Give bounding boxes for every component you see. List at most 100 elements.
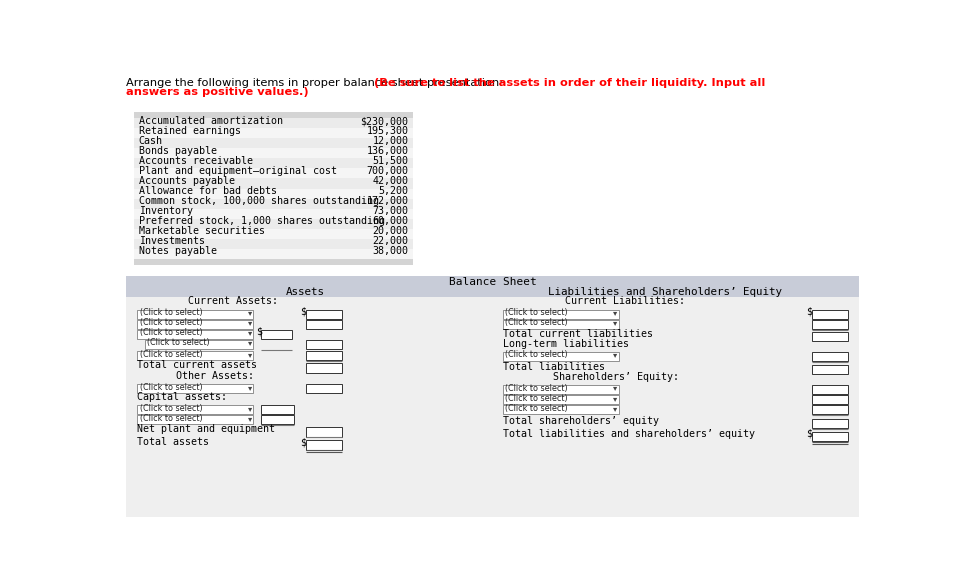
Text: ▾: ▾: [248, 328, 252, 337]
Text: (Click to select): (Click to select): [139, 318, 202, 327]
Text: Liabilities and Shareholders’ Equity: Liabilities and Shareholders’ Equity: [548, 287, 781, 297]
Text: Accounts receivable: Accounts receivable: [138, 157, 253, 166]
Text: answers as positive values.): answers as positive values.): [126, 87, 308, 97]
Bar: [137, 310, 254, 319]
Text: (Click to select): (Click to select): [505, 318, 568, 327]
Bar: [135, 208, 413, 218]
Text: 5,200: 5,200: [379, 186, 408, 196]
Bar: [261, 415, 294, 425]
Text: $: $: [806, 429, 812, 439]
Bar: [137, 405, 254, 414]
Text: Investments: Investments: [138, 237, 205, 246]
Bar: [135, 249, 413, 259]
Text: Accounts payable: Accounts payable: [138, 176, 234, 186]
Text: Cash: Cash: [138, 136, 162, 146]
Text: ▾: ▾: [613, 384, 618, 392]
Text: (Be sure to list the assets in order of their liquidity. Input all: (Be sure to list the assets in order of …: [375, 78, 766, 88]
Bar: [135, 238, 413, 249]
Bar: [137, 319, 254, 329]
Text: Long-term liabilities: Long-term liabilities: [503, 339, 629, 349]
Text: ▾: ▾: [613, 394, 618, 402]
Bar: [812, 405, 848, 414]
Text: ▾: ▾: [613, 318, 618, 327]
Text: ▾: ▾: [613, 404, 618, 413]
Text: Marketable securities: Marketable securities: [138, 227, 264, 237]
Text: Bonds payable: Bonds payable: [138, 146, 217, 157]
Text: Current Assets:: Current Assets:: [187, 297, 278, 307]
Text: (Click to select): (Click to select): [139, 383, 202, 392]
Bar: [503, 405, 619, 414]
Text: 700,000: 700,000: [366, 166, 408, 176]
Bar: [135, 119, 413, 128]
Bar: [135, 113, 413, 119]
Text: $: $: [300, 437, 306, 447]
Bar: [307, 319, 342, 329]
Text: $230,000: $230,000: [360, 116, 408, 126]
Bar: [135, 199, 413, 208]
Text: Accumulated amortization: Accumulated amortization: [138, 116, 283, 126]
Text: Common stock, 100,000 shares outstanding: Common stock, 100,000 shares outstanding: [138, 196, 379, 206]
Bar: [503, 310, 619, 319]
Text: Assets: Assets: [286, 287, 325, 297]
Text: Allowance for bad debts: Allowance for bad debts: [138, 186, 277, 196]
Bar: [812, 385, 848, 394]
Bar: [307, 351, 342, 360]
Text: (Click to select): (Click to select): [139, 350, 202, 359]
Text: (Click to select): (Click to select): [139, 328, 202, 337]
Bar: [135, 138, 413, 148]
Text: 136,000: 136,000: [366, 146, 408, 157]
Text: Other Assets:: Other Assets:: [176, 371, 254, 381]
Text: ▾: ▾: [248, 413, 252, 423]
Bar: [135, 158, 413, 169]
Bar: [135, 259, 413, 265]
Bar: [126, 276, 859, 287]
Text: 42,000: 42,000: [373, 176, 408, 186]
Bar: [145, 339, 254, 349]
Bar: [503, 385, 619, 394]
Bar: [135, 189, 413, 199]
Bar: [307, 427, 342, 437]
Text: (Click to select): (Click to select): [505, 394, 568, 402]
Bar: [126, 287, 859, 297]
Bar: [812, 419, 848, 428]
Bar: [503, 319, 619, 329]
Text: (Click to select): (Click to select): [505, 384, 568, 392]
Text: Balance Sheet: Balance Sheet: [449, 277, 536, 287]
Text: Plant and equipment–original cost: Plant and equipment–original cost: [138, 166, 336, 176]
Text: 38,000: 38,000: [373, 246, 408, 256]
Bar: [812, 352, 848, 361]
Text: ▾: ▾: [613, 350, 618, 360]
Text: Total current assets: Total current assets: [137, 360, 258, 370]
Text: Net plant and equipment: Net plant and equipment: [137, 425, 275, 434]
Bar: [812, 365, 848, 374]
Text: $: $: [806, 307, 812, 317]
Text: Capital assets:: Capital assets:: [137, 392, 227, 402]
Text: (Click to select): (Click to select): [139, 404, 202, 413]
Text: 20,000: 20,000: [373, 227, 408, 237]
Bar: [812, 332, 848, 341]
Bar: [307, 440, 342, 450]
Bar: [135, 218, 413, 228]
Text: Retained earnings: Retained earnings: [138, 126, 240, 136]
Text: 22,000: 22,000: [373, 237, 408, 246]
Text: 172,000: 172,000: [366, 196, 408, 206]
Text: Preferred stock, 1,000 shares outstanding: Preferred stock, 1,000 shares outstandin…: [138, 216, 384, 227]
Bar: [503, 352, 619, 361]
Bar: [812, 432, 848, 442]
Text: ▾: ▾: [248, 308, 252, 317]
Bar: [135, 169, 413, 179]
Bar: [126, 297, 859, 517]
Bar: [137, 384, 254, 394]
Text: (Click to select): (Click to select): [505, 308, 568, 317]
Text: Total current liabilities: Total current liabilities: [503, 329, 653, 339]
Text: $: $: [300, 307, 306, 317]
Text: (Click to select): (Click to select): [505, 404, 568, 413]
Bar: [135, 128, 413, 138]
Text: ▾: ▾: [248, 318, 252, 327]
Text: (Click to select): (Click to select): [147, 338, 209, 347]
Text: Inventory: Inventory: [138, 206, 193, 216]
Text: (Click to select): (Click to select): [505, 350, 568, 360]
Text: $: $: [257, 326, 262, 336]
Text: (Click to select): (Click to select): [139, 413, 202, 423]
Bar: [812, 319, 848, 329]
